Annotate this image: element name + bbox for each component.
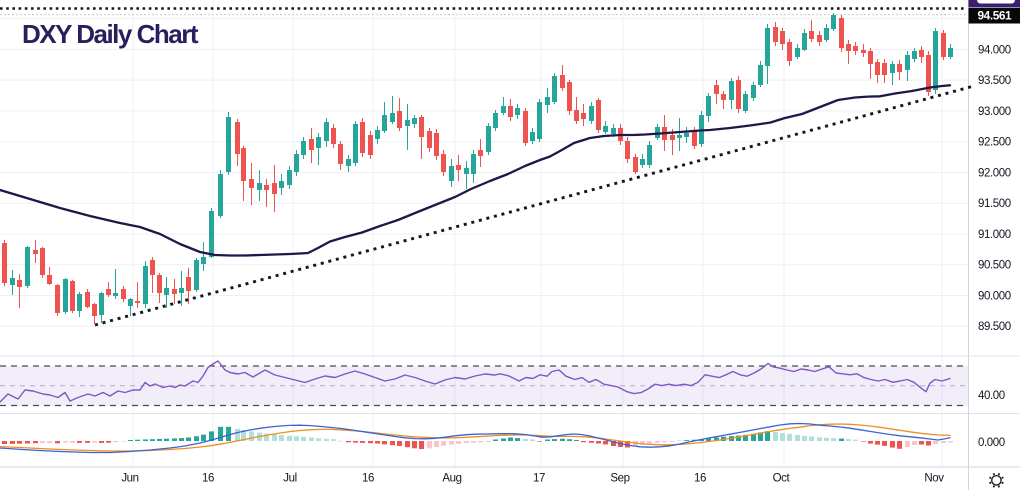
svg-text:94.000: 94.000 (978, 44, 1011, 56)
svg-text:Nov: Nov (924, 473, 944, 485)
svg-text:93.000: 93.000 (978, 106, 1011, 118)
svg-text:16: 16 (202, 473, 214, 485)
svg-text:89.500: 89.500 (978, 321, 1011, 333)
svg-text:Sep: Sep (610, 473, 629, 485)
svg-text:Aug: Aug (442, 473, 461, 485)
svg-text:91.500: 91.500 (978, 198, 1011, 210)
svg-text:92.500: 92.500 (978, 137, 1011, 149)
svg-text:17: 17 (533, 473, 545, 485)
svg-text:16: 16 (362, 473, 374, 485)
svg-text:94.561: 94.561 (978, 9, 1013, 23)
svg-text:Oct: Oct (773, 473, 791, 485)
svg-text:40.00: 40.00 (978, 390, 1005, 402)
svg-text:92.000: 92.000 (978, 167, 1011, 179)
svg-text:Jun: Jun (121, 473, 138, 485)
svg-text:91.000: 91.000 (978, 229, 1011, 241)
svg-text:DXY Daily Chart: DXY Daily Chart (22, 19, 199, 49)
svg-text:90.000: 90.000 (978, 291, 1011, 303)
svg-text:16: 16 (694, 473, 706, 485)
svg-text:Jul: Jul (283, 473, 297, 485)
svg-text:90.500: 90.500 (978, 260, 1011, 272)
svg-text:0.000: 0.000 (978, 437, 1005, 449)
svg-text:93.500: 93.500 (978, 75, 1011, 87)
